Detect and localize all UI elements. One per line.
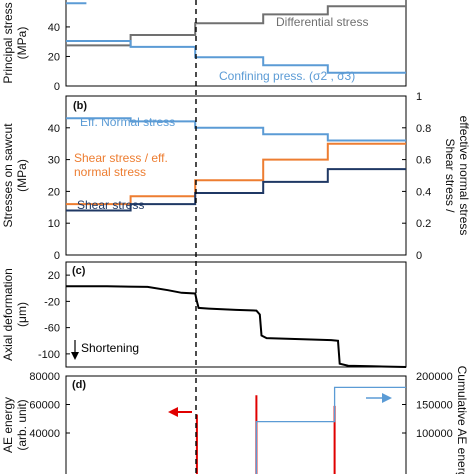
series-line-3-1 <box>255 386 406 474</box>
y-axis-label-unit: (MPa) <box>15 159 29 192</box>
series-line-1-0 <box>66 117 406 142</box>
y-axis-label: AE energy <box>1 397 15 453</box>
y-axis-label: Axial deformation <box>1 268 15 361</box>
panel-3-frame <box>65 375 407 474</box>
y-tick-label: 40000 <box>29 428 60 440</box>
y-axis-label: Stresses on sawcut <box>1 123 15 228</box>
y-tick-label: 60000 <box>29 400 60 412</box>
y-tick-right-label: 1 <box>416 91 422 103</box>
y-axis-label: Principal stress <box>1 2 15 83</box>
y-axis-label-unit: (arb. unit) <box>15 399 29 450</box>
y-axis-right-label: effective normal stress <box>457 116 471 236</box>
annotation: Differential stress <box>276 15 368 29</box>
y-tick-label: 10 <box>48 218 60 230</box>
y-tick-label: 40 <box>48 123 60 135</box>
series-line-2-0 <box>66 285 407 368</box>
y-tick-label: 0 <box>54 250 60 262</box>
annotation: Shear stress / eff. <box>74 151 168 165</box>
annotation: Shear stress <box>77 198 144 212</box>
panel-0-frame <box>65 0 407 87</box>
series-line-0-1 <box>66 40 406 74</box>
shortening-arrowhead <box>71 352 79 360</box>
y-tick-label: 20 <box>48 186 60 198</box>
panel-label: (d) <box>72 379 86 391</box>
y-tick-label: 20 <box>48 270 60 282</box>
cum-axis-arrowhead <box>382 393 392 403</box>
y-tick-right-label: 0.6 <box>416 155 431 167</box>
annotation: Eff. Normal stress <box>80 115 175 129</box>
y-axis-label-unit: (MPa) <box>15 27 29 60</box>
y-tick-right-label: 0.2 <box>416 218 431 230</box>
y-tick-right-label: 0.4 <box>416 186 431 198</box>
y-tick-label: 20 <box>48 51 60 63</box>
y-tick-right-label: 0 <box>416 250 422 262</box>
panel-label: (b) <box>73 100 87 112</box>
annotation: normal stress <box>74 165 146 179</box>
y-tick-label: 30 <box>48 155 60 167</box>
annotation: Confining press. (σ2 , σ3) <box>219 69 355 83</box>
y-axis-right-label: Shear stress / <box>443 138 457 213</box>
y-tick-label: 80000 <box>29 371 60 383</box>
y-tick-right-label: 200000 <box>416 371 453 383</box>
y-tick-label: 40 <box>48 22 60 34</box>
series-line-1-1 <box>66 142 406 206</box>
panel-1-frame <box>65 95 407 256</box>
y-tick-label: -100 <box>38 349 60 361</box>
y-axis-label-unit: (μm) <box>15 302 29 327</box>
ae-axis-arrowhead <box>168 407 178 417</box>
panel-2-frame <box>65 261 407 368</box>
y-tick-right-label: 150000 <box>416 400 453 412</box>
y-tick-label: -60 <box>44 323 60 335</box>
series-line-1-2 <box>66 168 406 212</box>
annotation: Shortening <box>81 341 139 355</box>
y-tick-label: 0 <box>54 81 60 93</box>
y-tick-right-label: 0.8 <box>416 123 431 135</box>
y-tick-label: -20 <box>44 296 60 308</box>
y-tick-right-label: 100000 <box>416 428 453 440</box>
panel-label: (c) <box>72 265 86 277</box>
y-axis-right-label: Cumulative AE energy <box>455 366 469 474</box>
